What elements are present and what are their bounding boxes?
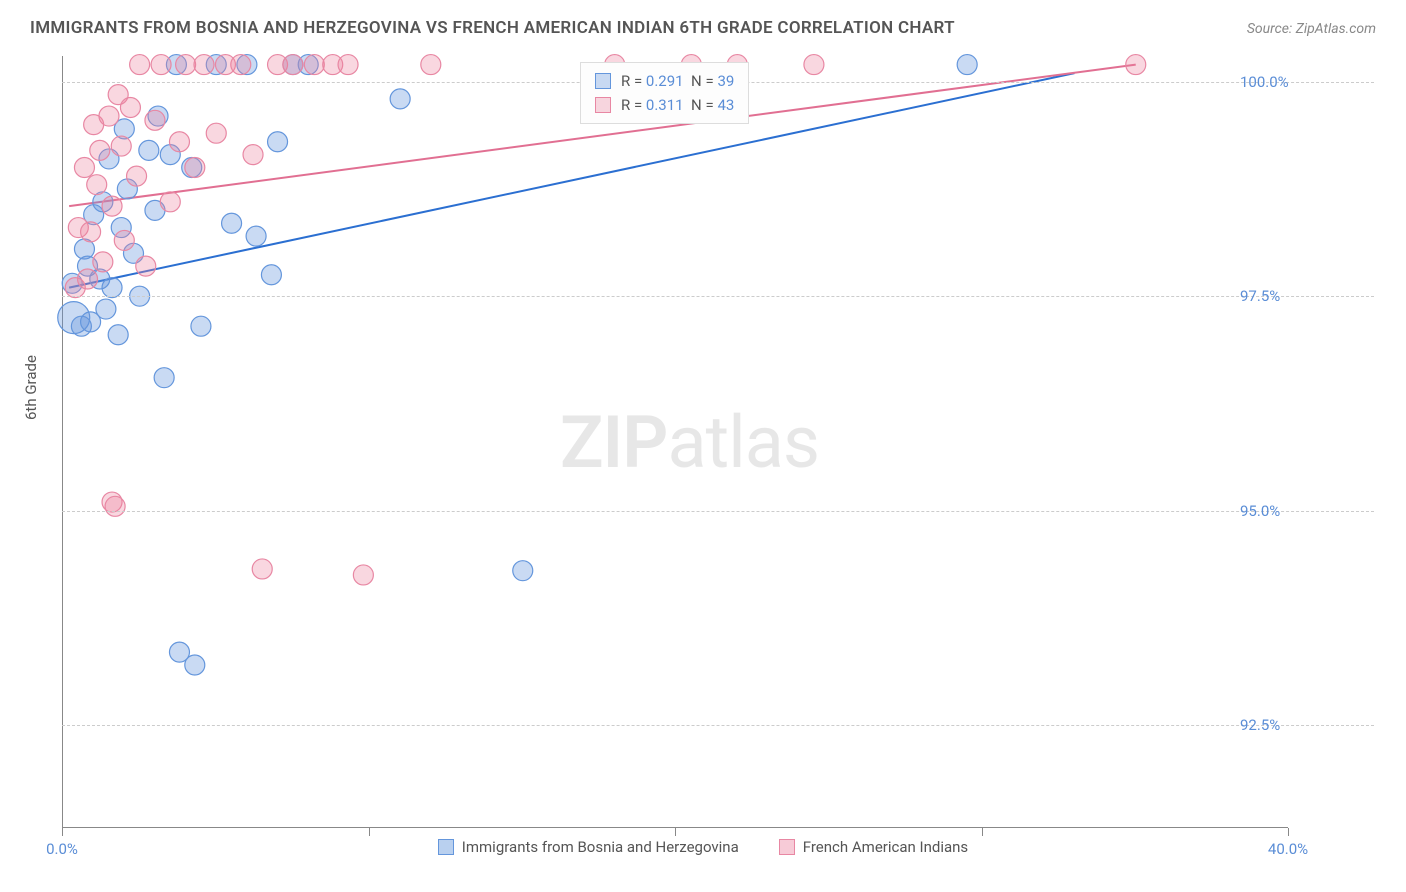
data-point (390, 89, 410, 109)
data-point (1126, 55, 1146, 75)
data-point (93, 252, 113, 272)
data-point (136, 256, 156, 276)
data-point (246, 226, 266, 246)
data-point (108, 325, 128, 345)
data-point (353, 565, 373, 585)
data-point (338, 55, 358, 75)
data-point (96, 299, 116, 319)
data-point (127, 166, 147, 186)
plot-area (62, 56, 1288, 828)
data-point (114, 230, 134, 250)
x-tick (1288, 828, 1289, 836)
data-point (176, 55, 196, 75)
scatter-svg (63, 56, 1289, 828)
data-point (151, 55, 171, 75)
x-tick (982, 828, 983, 836)
data-point (139, 140, 159, 160)
x-tick (62, 828, 63, 836)
series-swatch (595, 97, 611, 113)
chart-header: IMMIGRANTS FROM BOSNIA AND HERZEGOVINA V… (30, 18, 1376, 38)
stats-row: R = 0.311 N = 43 (595, 93, 734, 117)
gridline-h (62, 725, 1374, 726)
legend-swatch (438, 839, 454, 855)
y-tick-label: 100.0% (1240, 73, 1289, 91)
trend-line (69, 73, 1074, 287)
data-point (421, 55, 441, 75)
y-axis-label: 6th Grade (22, 355, 40, 420)
data-point (74, 158, 94, 178)
y-tick-label: 95.0% (1240, 502, 1280, 520)
source-attribution: Source: ZipAtlas.com (1247, 21, 1376, 37)
gridline-h (62, 511, 1374, 512)
data-point (78, 269, 98, 289)
data-point (222, 213, 242, 233)
data-point (194, 55, 214, 75)
series-swatch (595, 73, 611, 89)
legend-swatch (779, 839, 795, 855)
data-point (102, 196, 122, 216)
data-point (154, 368, 174, 388)
data-point (99, 106, 119, 126)
data-point (513, 561, 533, 581)
data-point (252, 559, 272, 579)
legend-item: Immigrants from Bosnia and Herzegovina (438, 838, 739, 856)
data-point (243, 145, 263, 165)
stats-box: R = 0.291 N = 39R = 0.311 N = 43 (580, 62, 749, 124)
data-point (304, 55, 324, 75)
data-point (191, 316, 211, 336)
chart-title: IMMIGRANTS FROM BOSNIA AND HERZEGOVINA V… (30, 18, 955, 38)
stats-text: R = 0.291 N = 39 (621, 69, 734, 93)
data-point (231, 55, 251, 75)
data-point (102, 278, 122, 298)
data-point (957, 55, 977, 75)
data-point (111, 136, 131, 156)
x-tick (369, 828, 370, 836)
data-point (169, 132, 189, 152)
gridline-h (62, 296, 1374, 297)
stats-row: R = 0.291 N = 39 (595, 69, 734, 93)
data-point (185, 158, 205, 178)
data-point (185, 655, 205, 675)
data-point (120, 97, 140, 117)
x-tick (675, 828, 676, 836)
data-point (105, 496, 125, 516)
y-tick-label: 97.5% (1240, 287, 1280, 305)
data-point (160, 192, 180, 212)
data-point (268, 132, 288, 152)
data-point (130, 55, 150, 75)
data-point (804, 55, 824, 75)
stats-text: R = 0.311 N = 43 (621, 93, 734, 117)
y-tick-label: 92.5% (1240, 716, 1280, 734)
legend-label: Immigrants from Bosnia and Herzegovina (462, 838, 739, 856)
data-point (206, 123, 226, 143)
legend-item: French American Indians (779, 838, 968, 856)
legend-label: French American Indians (803, 838, 968, 856)
data-point (81, 222, 101, 242)
data-point (145, 110, 165, 130)
data-point (261, 265, 281, 285)
legend: Immigrants from Bosnia and Herzegovina Fr… (0, 838, 1406, 856)
data-point (87, 175, 107, 195)
data-point (283, 55, 303, 75)
data-point (90, 140, 110, 160)
